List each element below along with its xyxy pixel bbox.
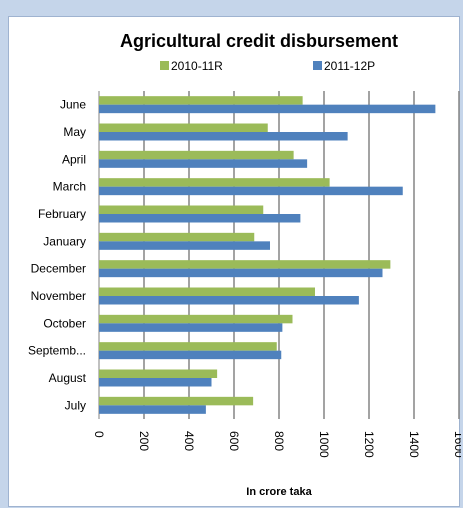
x-tick-label-1200: 1200: [362, 431, 376, 458]
bar-2010-11r-5: [99, 260, 391, 269]
chart-title: Agricultural credit disbursement: [120, 31, 398, 51]
category-labels: July August Septemb... October November Decem…: [28, 98, 87, 413]
bar-2010-11r-1: [99, 369, 218, 378]
category-label-6: January: [43, 234, 86, 248]
bar-2011-12p-9: [99, 159, 308, 168]
category-label-10: May: [63, 125, 86, 139]
bar-2011-12p-4: [99, 296, 359, 305]
category-label-5: December: [31, 262, 86, 276]
x-axis-title: In crore taka: [246, 486, 312, 498]
x-tick-label-0: 0: [92, 431, 106, 438]
bar-2010-11r-8: [99, 178, 330, 187]
bar-2010-11r-4: [99, 287, 315, 296]
bar-2011-12p-8: [99, 186, 403, 196]
category-label-9: April: [62, 152, 86, 166]
bar-2011-12p-2: [99, 350, 282, 360]
x-tick-label-800: 800: [272, 431, 286, 451]
category-label-8: March: [53, 180, 86, 194]
bar-2011-12p-10: [99, 132, 348, 141]
bar-2011-12p-3: [99, 323, 283, 332]
legend: 2010-11R 2011-12P: [160, 59, 375, 73]
bar-2010-11r-10: [99, 123, 268, 132]
x-tick-label-1600: 1600: [452, 431, 461, 458]
category-label-4: November: [31, 289, 86, 303]
x-tick-label-600: 600: [227, 431, 241, 451]
gridlines: [98, 91, 460, 419]
legend-swatch-2010-11r: [160, 61, 169, 70]
bar-2011-12p-6: [99, 241, 270, 250]
bar-2010-11r-2: [99, 342, 277, 351]
x-tick-label-200: 200: [137, 431, 151, 451]
category-label-0: July: [65, 398, 86, 412]
bar-2010-11r-7: [99, 205, 264, 214]
bar-2010-11r-0: [99, 396, 254, 406]
bar-2011-12p-11: [99, 104, 436, 114]
chart-frame: Agricultural credit disbursement 2010-11…: [8, 16, 461, 507]
category-label-3: October: [43, 316, 86, 330]
bar-2011-12p-0: [99, 405, 206, 414]
legend-label-2010-11r: 2010-11R: [171, 59, 223, 73]
bar-2010-11r-3: [99, 314, 293, 324]
category-label-1: August: [49, 371, 87, 385]
bar-2011-12p-1: [99, 378, 212, 387]
x-tick-label-1000: 1000: [317, 431, 331, 458]
category-label-11: June: [60, 98, 86, 112]
bar-2011-12p-7: [99, 214, 301, 223]
bar-2010-11r-9: [99, 150, 294, 160]
bar-2010-11r-11: [99, 96, 303, 105]
legend-label-2011-12p: 2011-12P: [324, 59, 375, 73]
category-label-7: February: [38, 207, 86, 221]
x-tick-label-1400: 1400: [407, 431, 421, 458]
bars: [99, 96, 436, 414]
x-tick-labels: 0 200 400 600 800 1000 1200 1400 1600: [92, 431, 461, 458]
bar-chart: Agricultural credit disbursement 2010-11…: [28, 31, 461, 498]
x-tick-label-400: 400: [182, 431, 196, 451]
category-label-2: Septemb...: [28, 344, 86, 358]
bar-2011-12p-5: [99, 268, 383, 278]
bar-2010-11r-6: [99, 232, 255, 242]
legend-swatch-2011-12p: [313, 61, 322, 70]
